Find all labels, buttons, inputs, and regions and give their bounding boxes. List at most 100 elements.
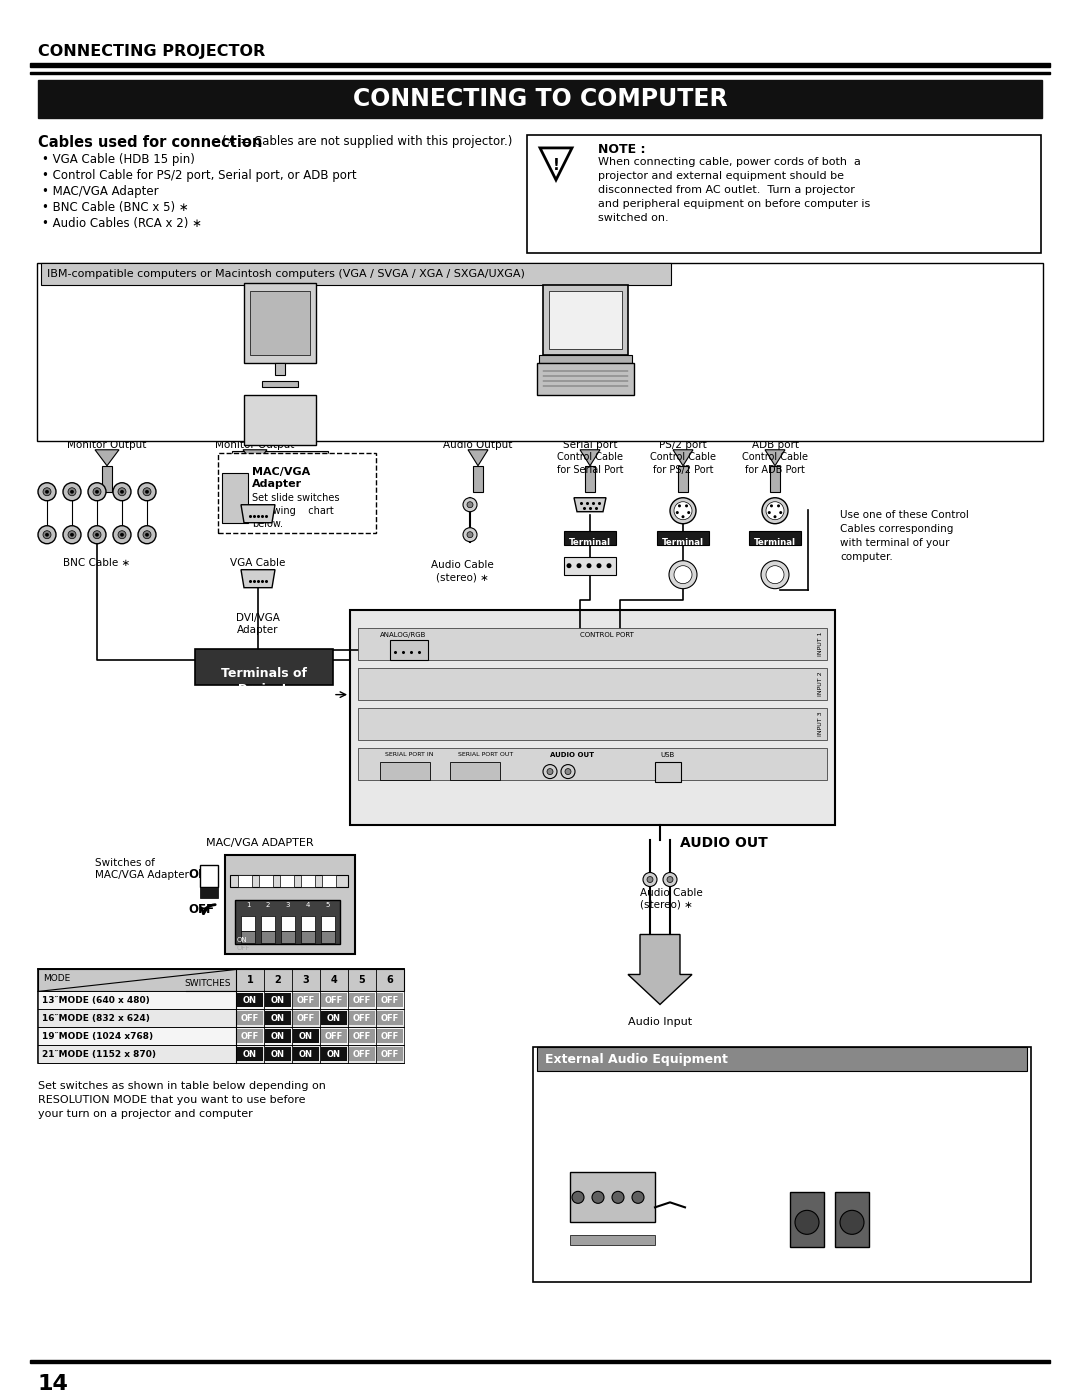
Text: ON: ON xyxy=(271,996,285,1004)
Circle shape xyxy=(113,483,131,500)
Polygon shape xyxy=(765,450,785,465)
Bar xyxy=(570,1235,654,1245)
Text: • VGA Cable (HDB 15 pin): • VGA Cable (HDB 15 pin) xyxy=(42,152,194,166)
Circle shape xyxy=(674,566,692,584)
Polygon shape xyxy=(627,935,692,1004)
Circle shape xyxy=(670,497,696,524)
Text: ON: ON xyxy=(188,868,208,882)
Circle shape xyxy=(577,563,581,569)
Text: ANALOG/RGB: ANALOG/RGB xyxy=(380,631,427,637)
Bar xyxy=(265,993,291,1007)
Polygon shape xyxy=(241,504,275,522)
Circle shape xyxy=(38,525,56,543)
Bar xyxy=(357,708,827,739)
Circle shape xyxy=(840,1210,864,1235)
Bar xyxy=(37,263,1043,441)
Bar xyxy=(280,875,294,887)
Bar xyxy=(321,915,335,932)
Circle shape xyxy=(68,531,76,539)
Circle shape xyxy=(596,563,602,569)
Text: Serial port: Serial port xyxy=(563,440,618,450)
Circle shape xyxy=(777,504,780,507)
Bar xyxy=(262,381,298,387)
Text: OFF: OFF xyxy=(381,1051,400,1059)
Circle shape xyxy=(643,873,657,887)
Circle shape xyxy=(770,504,773,507)
Circle shape xyxy=(463,497,477,511)
Text: Adapter: Adapter xyxy=(252,479,302,489)
Polygon shape xyxy=(95,450,119,465)
Text: INPUT 1: INPUT 1 xyxy=(818,631,823,657)
Bar xyxy=(38,1027,404,1045)
Circle shape xyxy=(143,488,151,496)
Text: Switches of
MAC/VGA Adapter: Switches of MAC/VGA Adapter xyxy=(95,858,189,880)
Bar xyxy=(678,465,688,492)
Bar xyxy=(200,887,218,897)
Circle shape xyxy=(663,873,677,887)
Circle shape xyxy=(632,1192,644,1203)
Text: DVI/VGA
Adapter: DVI/VGA Adapter xyxy=(237,613,280,636)
Text: ON: ON xyxy=(237,937,247,943)
Text: OFF: OFF xyxy=(353,996,372,1004)
Text: (∗ = Cables are not supplied with this projector.): (∗ = Cables are not supplied with this p… xyxy=(222,136,512,148)
Text: VGA Cable: VGA Cable xyxy=(230,557,286,567)
Circle shape xyxy=(669,560,697,588)
Bar xyxy=(570,1172,654,1222)
Text: Audio Output: Audio Output xyxy=(443,440,513,450)
Text: MAC/VGA: MAC/VGA xyxy=(252,467,310,476)
Text: 5: 5 xyxy=(326,901,330,908)
Circle shape xyxy=(463,528,477,542)
Text: INPUT 3: INPUT 3 xyxy=(818,711,823,736)
Text: Audio Speaker
(stereo): Audio Speaker (stereo) xyxy=(780,1108,861,1130)
Circle shape xyxy=(467,502,473,507)
Bar xyxy=(654,761,681,781)
Text: 21″MODE (1152 x 870): 21″MODE (1152 x 870) xyxy=(42,1051,156,1059)
Circle shape xyxy=(565,768,571,774)
Text: SERIAL PORT IN: SERIAL PORT IN xyxy=(384,752,433,757)
Text: • BNC Cable (BNC x 5) ∗: • BNC Cable (BNC x 5) ∗ xyxy=(42,201,189,214)
Bar xyxy=(237,1030,264,1044)
Polygon shape xyxy=(573,497,606,511)
Circle shape xyxy=(45,490,49,493)
Polygon shape xyxy=(468,450,488,465)
Text: Set switches as shown in table below depending on
RESOLUTION MODE that you want : Set switches as shown in table below dep… xyxy=(38,1081,326,1119)
Circle shape xyxy=(121,534,123,536)
Bar xyxy=(301,915,315,932)
Circle shape xyxy=(667,876,673,883)
Circle shape xyxy=(674,502,692,520)
Bar xyxy=(222,472,248,522)
Bar xyxy=(321,1048,347,1062)
Circle shape xyxy=(93,488,102,496)
Text: USB: USB xyxy=(660,752,674,757)
Circle shape xyxy=(45,534,49,536)
Text: 1: 1 xyxy=(246,901,251,908)
Text: 6: 6 xyxy=(387,975,393,985)
Bar xyxy=(549,291,622,349)
Circle shape xyxy=(685,504,688,507)
Text: • Audio Cables (RCA x 2) ∗: • Audio Cables (RCA x 2) ∗ xyxy=(42,217,202,231)
Circle shape xyxy=(676,511,679,514)
Bar xyxy=(450,761,500,780)
Text: OFF: OFF xyxy=(353,1032,372,1041)
Bar xyxy=(293,1011,319,1025)
Bar xyxy=(30,1361,1050,1363)
Bar xyxy=(238,875,252,887)
Bar xyxy=(281,915,295,932)
Circle shape xyxy=(678,504,681,507)
Circle shape xyxy=(768,511,771,514)
Circle shape xyxy=(592,1192,604,1203)
Bar xyxy=(564,531,616,545)
Text: 19″MODE (1024 x768): 19″MODE (1024 x768) xyxy=(42,1032,153,1041)
Bar xyxy=(230,875,348,887)
Circle shape xyxy=(687,511,690,514)
Bar xyxy=(265,1011,291,1025)
Bar xyxy=(200,865,218,887)
Text: Laptop type: Laptop type xyxy=(670,328,745,341)
Text: CONTROL PORT: CONTROL PORT xyxy=(580,631,634,637)
Bar xyxy=(537,1048,1027,1071)
Bar xyxy=(321,993,347,1007)
Text: Terminal: Terminal xyxy=(662,538,704,546)
Text: OFF: OFF xyxy=(381,996,400,1004)
Bar xyxy=(237,993,264,1007)
Text: When connecting cable, power cords of both  a
projector and external equipment s: When connecting cable, power cords of bo… xyxy=(598,156,870,224)
